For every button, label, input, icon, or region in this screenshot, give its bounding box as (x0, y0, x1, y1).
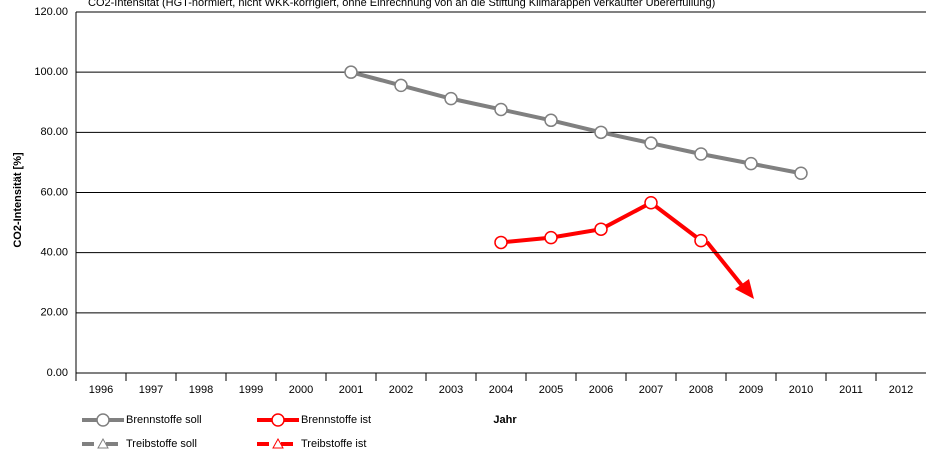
y-tick-label: 0.00 (47, 367, 68, 379)
x-tick-label: 2011 (839, 384, 863, 396)
x-tick-label: 2005 (539, 384, 563, 396)
x-tick-label: 2000 (289, 384, 313, 396)
legend-label: Brennstoffe ist (301, 414, 371, 426)
marker (271, 413, 285, 427)
x-tick-label: 2007 (639, 384, 663, 396)
marker (794, 166, 808, 180)
y-tick-label: 40.00 (40, 247, 68, 259)
x-tick-label: 2010 (789, 384, 813, 396)
marker (644, 136, 658, 150)
marker (544, 230, 558, 245)
arrow-shaft (705, 240, 746, 290)
y-tick-label: 60.00 (40, 186, 68, 198)
trend-arrow (705, 240, 754, 299)
x-tick-label: 2002 (389, 384, 413, 396)
y-tick-label: 120.00 (34, 6, 68, 18)
y-tick-label: 20.00 (40, 307, 68, 319)
legend-label: Brennstoffe soll (126, 414, 202, 426)
marker (544, 113, 558, 128)
y-axis-label: CO2-Intensität [%] (12, 152, 24, 248)
marker (444, 91, 458, 106)
x-tick-label: 1997 (139, 384, 163, 396)
marker (594, 222, 608, 236)
x-tick-label: 2006 (589, 384, 613, 396)
marker (272, 437, 284, 449)
x-axis-label: Jahr (493, 414, 517, 426)
x-tick-label: 1998 (189, 384, 213, 396)
marker (594, 125, 608, 140)
marker (694, 233, 708, 248)
marker (694, 147, 708, 161)
chart-title: CO2-Intensität (HGT-normiert, nicht WKK-… (88, 0, 715, 9)
x-tick-label: 2008 (689, 384, 713, 396)
marker (494, 235, 508, 250)
x-tick-label: 2004 (489, 384, 513, 396)
x-tick-label: 1996 (89, 384, 113, 396)
y-tick-label: 100.00 (34, 66, 68, 78)
x-tick-label: 2001 (339, 384, 363, 396)
marker (494, 102, 508, 117)
x-tick-label: 2012 (889, 384, 913, 396)
marker (97, 437, 109, 449)
series-line (350, 70, 802, 176)
marker (344, 65, 358, 79)
marker (96, 413, 110, 427)
legend-label: Treibstoffe soll (126, 438, 197, 450)
x-tick-label: 2009 (739, 384, 763, 396)
y-tick-label: 80.00 (40, 126, 68, 138)
arrow-head (735, 279, 754, 299)
marker (744, 156, 758, 171)
x-tick-label: 2003 (439, 384, 463, 396)
marker (394, 78, 408, 93)
marker (644, 195, 658, 210)
legend-label: Treibstoffe ist (301, 438, 366, 450)
x-tick-label: 1999 (239, 384, 263, 396)
